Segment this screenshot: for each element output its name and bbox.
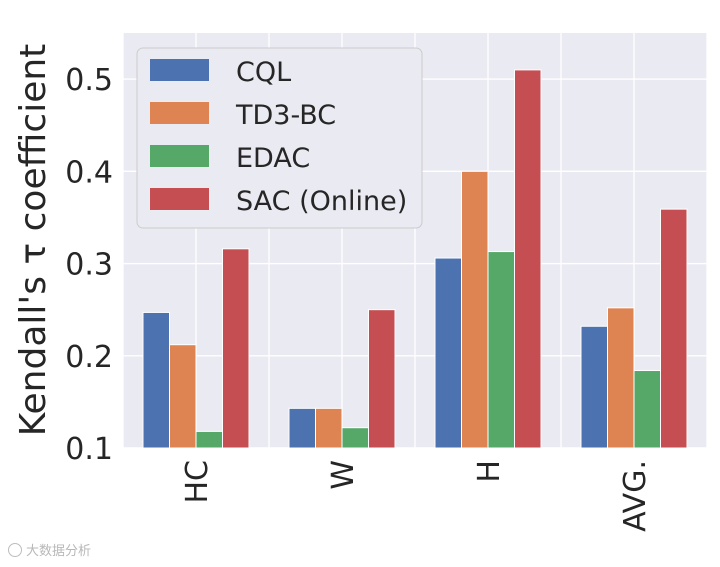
legend-swatch: [150, 59, 209, 81]
bar-edac-w: [341, 427, 369, 449]
y-tick-label: 0.5: [65, 63, 113, 98]
legend-label: EDAC: [236, 143, 310, 174]
legend-box: [136, 47, 423, 229]
bar-cql-h: [434, 257, 462, 449]
bar-sac-online-w: [368, 309, 396, 449]
x-tick-label: AVG.: [618, 460, 653, 532]
bar-cql-hc: [142, 311, 170, 449]
camera-icon: [8, 543, 22, 557]
watermark: 大数据分析: [8, 540, 91, 559]
bar-td3-bc-hc: [169, 344, 197, 449]
x-tick-label: HC: [180, 460, 215, 504]
legend-label: CQL: [236, 57, 291, 88]
legend: CQL TD3-BC EDAC SAC (Online): [136, 47, 423, 229]
watermark-text: 大数据分析: [26, 544, 92, 559]
bar-cql-w: [288, 407, 316, 449]
legend-swatch: [150, 188, 209, 210]
y-axis-ticks: 0.1 0.2 0.3 0.4 0.5: [65, 63, 113, 467]
y-tick-label: 0.2: [65, 340, 113, 375]
y-tick-label: 0.4: [65, 155, 113, 190]
bar-td3-bc-w: [315, 407, 343, 449]
y-axis-label: Kendall's τ coefficient: [13, 44, 54, 437]
bars: [142, 69, 688, 449]
bar-edac-hc: [195, 430, 223, 449]
bar-sac-online-hc: [222, 248, 250, 449]
bar-td3-bc-avg: [607, 307, 635, 449]
legend-label: TD3-BC: [235, 100, 336, 131]
bar-sac-online-avg: [660, 208, 688, 449]
x-tick-label: H: [472, 460, 507, 483]
y-tick-label: 0.1: [65, 432, 113, 467]
x-axis-ticks: HC W H AVG.: [180, 460, 653, 532]
y-tick-label: 0.3: [65, 248, 113, 283]
bar-edac-h: [487, 251, 515, 449]
legend-swatch: [150, 145, 209, 167]
legend-swatch: [150, 102, 209, 124]
x-tick-label: W: [326, 460, 361, 490]
bar-td3-bc-h: [461, 170, 489, 449]
bar-edac-avg: [633, 370, 661, 449]
bar-cql-avg: [580, 325, 608, 449]
legend-label: SAC (Online): [236, 186, 407, 217]
bar-sac-online-h: [514, 69, 542, 449]
